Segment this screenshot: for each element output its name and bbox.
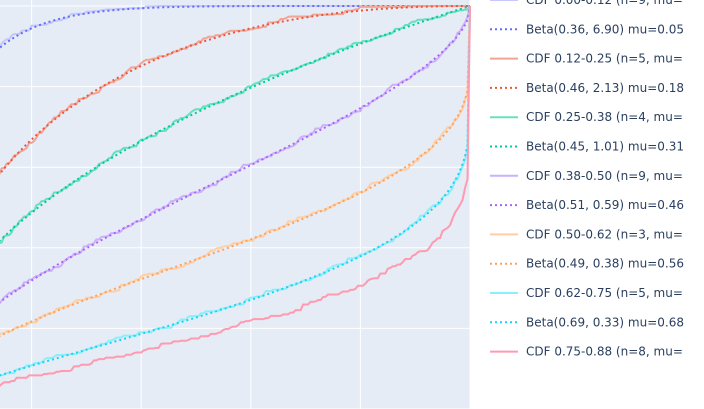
plot-area [0,0,470,409]
legend-label: CDF 0.25-0.38 (n=4, mu= [526,110,683,124]
legend-label: CDF 0.00-0.12 (n=9, mu= [526,0,683,7]
legend-item[interactable]: CDF 0.62-0.75 (n=5, mu= [490,286,683,300]
legend-label: CDF 0.50-0.62 (n=3, mu= [526,227,683,241]
legend-item[interactable]: CDF 0.50-0.62 (n=3, mu= [490,227,683,241]
series-layer [0,5,471,387]
legend-item[interactable]: CDF 0.12-0.25 (n=5, mu= [490,52,683,66]
series-line-11 [0,5,471,377]
series-line-12 [0,5,471,387]
legend-item[interactable]: CDF 0.75-0.88 (n=8, mu= [490,345,683,359]
legend-label: CDF 0.38-0.50 (n=9, mu= [526,169,683,183]
legend-item[interactable]: Beta(0.45, 1.01) mu=0.31 [490,140,684,154]
legend-item[interactable]: Beta(0.51, 0.59) mu=0.46 [490,198,684,212]
legend-item[interactable]: CDF 0.25-0.38 (n=4, mu= [490,110,683,124]
legend-item[interactable]: Beta(0.49, 0.38) mu=0.56 [490,257,684,271]
legend-item[interactable]: Beta(0.36, 6.90) mu=0.05 [490,22,684,36]
legend-label: CDF 0.75-0.88 (n=8, mu= [526,345,683,359]
legend-label: Beta(0.45, 1.01) mu=0.31 [526,140,684,154]
legend-label: Beta(0.46, 2.13) mu=0.18 [526,81,684,95]
legend: CDF 0.00-0.12 (n=9, mu= Beta(0.36, 6.90) … [490,0,684,359]
series-line-5 [0,5,471,242]
legend-label: Beta(0.36, 6.90) mu=0.05 [526,22,684,36]
legend-item[interactable]: CDF 0.38-0.50 (n=9, mu= [490,169,683,183]
series-line-3 [0,5,470,176]
legend-item[interactable]: CDF 0.00-0.12 (n=9, mu= [490,0,683,7]
series-line-9 [0,5,471,337]
legend-item[interactable]: Beta(0.46, 2.13) mu=0.18 [490,81,684,95]
series-line-4 [0,5,471,244]
legend-label: Beta(0.69, 0.33) mu=0.68 [526,315,684,329]
legend-label: Beta(0.49, 0.38) mu=0.56 [526,257,684,271]
legend-label: CDF 0.62-0.75 (n=5, mu= [526,286,683,300]
legend-item[interactable]: Beta(0.69, 0.33) mu=0.68 [490,315,684,329]
legend-label: Beta(0.51, 0.59) mu=0.46 [526,198,684,212]
legend-label: CDF 0.12-0.25 (n=5, mu= [526,52,683,66]
